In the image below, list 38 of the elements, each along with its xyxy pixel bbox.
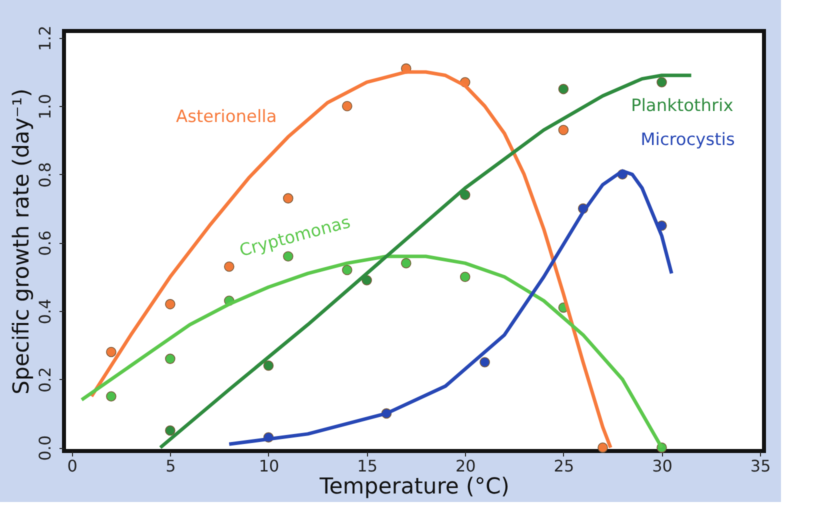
x-tick-label: 0 [67, 456, 78, 476]
x-tick-label: 25 [554, 456, 574, 476]
series-label: Microcystis [640, 130, 735, 150]
x-tick-label: 15 [357, 456, 378, 476]
point [165, 425, 176, 436]
point [598, 442, 608, 453]
y-tick-label: 0.4 [36, 298, 54, 324]
point [165, 299, 176, 310]
y-tick-label: 0.6 [36, 230, 54, 256]
point [283, 193, 294, 204]
y-tick-label: 0.8 [36, 162, 54, 188]
x-tick-label: 5 [166, 456, 176, 476]
point [342, 100, 352, 112]
series-label: Planktothrix [630, 96, 734, 116]
point [106, 346, 116, 358]
y-tick-label: 1.0 [36, 94, 54, 120]
point [558, 124, 569, 136]
x-tick-label: 35 [750, 456, 771, 476]
point [400, 258, 412, 268]
y-tick-label: 0.2 [36, 367, 54, 393]
point [656, 77, 667, 88]
x-axis-title: Temperature (°C) [318, 474, 510, 500]
x-tick-label: 10 [258, 456, 280, 476]
line-series [227, 169, 674, 446]
point [460, 272, 470, 282]
point [480, 357, 490, 368]
point [106, 391, 116, 402]
y-axis-title: Specific growth rate (day⁻¹) [10, 88, 34, 394]
y-tick-label: 0.0 [36, 435, 54, 461]
y-tick-label: 1.2 [36, 26, 54, 52]
point [165, 354, 176, 364]
x-tick-label: 20 [455, 456, 476, 476]
point [224, 261, 234, 272]
series-label: Asterionella [176, 107, 277, 128]
point [342, 264, 352, 276]
point [558, 84, 569, 94]
x-tick-label: 30 [652, 456, 672, 476]
point [263, 360, 274, 371]
